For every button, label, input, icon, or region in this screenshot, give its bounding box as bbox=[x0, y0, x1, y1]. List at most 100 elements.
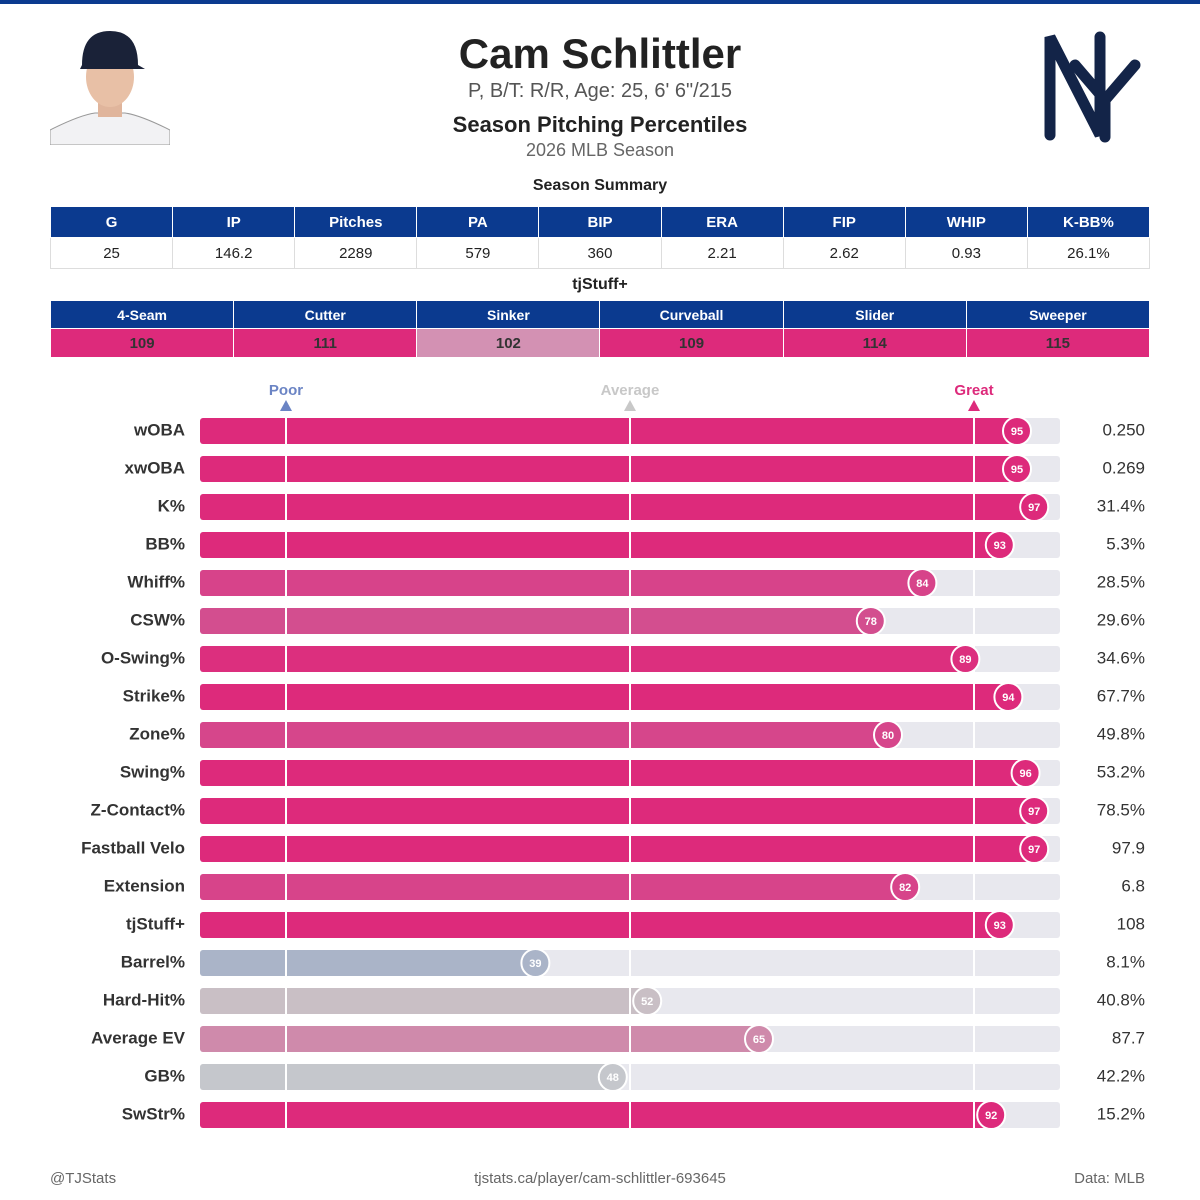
tick-marker bbox=[280, 400, 292, 411]
data-label: 95 bbox=[1011, 426, 1023, 438]
stat-value: 5.3% bbox=[1106, 534, 1145, 553]
x-tick-label: Average bbox=[601, 382, 660, 399]
category-label: K% bbox=[158, 496, 185, 515]
column-header: FIP bbox=[782, 206, 906, 238]
category-label: Zone% bbox=[129, 724, 185, 743]
percentile-marker bbox=[1019, 492, 1050, 522]
footer-left: @TJStats bbox=[50, 1170, 117, 1187]
category-label: CSW% bbox=[130, 610, 185, 629]
bar bbox=[200, 912, 1000, 938]
bar bbox=[200, 950, 536, 976]
percentile-marker bbox=[873, 720, 903, 750]
data-label: 93 bbox=[994, 540, 1006, 552]
data-label: 39 bbox=[529, 958, 541, 970]
bar bbox=[200, 494, 1035, 520]
footer-right: Data: MLB bbox=[1074, 1170, 1145, 1187]
stat-value: 34.6% bbox=[1097, 648, 1145, 667]
data-label: 93 bbox=[994, 920, 1006, 932]
bar bbox=[200, 988, 648, 1014]
stat-value: 42.2% bbox=[1097, 1066, 1145, 1085]
cell: 109 bbox=[599, 328, 784, 358]
percentile-marker bbox=[890, 872, 921, 902]
percentile-marker bbox=[1002, 454, 1032, 484]
cell: 579 bbox=[416, 237, 540, 269]
data-label: 96 bbox=[1019, 768, 1031, 780]
stat-value: 31.4% bbox=[1097, 496, 1145, 515]
data-label: 92 bbox=[985, 1110, 997, 1122]
stat-value: 87.7 bbox=[1112, 1028, 1145, 1047]
category-label: SwStr% bbox=[122, 1104, 185, 1123]
footer-center: tjstats.ca/player/cam-schlittler-693645 bbox=[474, 1170, 726, 1187]
category-label: Whiff% bbox=[127, 572, 185, 591]
stuff-title: tjStuff+ bbox=[572, 276, 628, 293]
percentile-marker bbox=[976, 1100, 1007, 1130]
stat-value: 6.8 bbox=[1121, 876, 1145, 895]
data-label: 94 bbox=[1002, 692, 1015, 704]
bar bbox=[200, 760, 1026, 786]
category-label: tjStuff+ bbox=[126, 914, 185, 933]
cell: 2.21 bbox=[660, 237, 784, 269]
bar bbox=[200, 646, 966, 672]
percentile-marker bbox=[907, 568, 938, 598]
bar bbox=[200, 684, 1009, 710]
category-label: Z-Contact% bbox=[91, 800, 185, 819]
cell: 109 bbox=[49, 328, 235, 358]
percentile-marker bbox=[520, 948, 551, 978]
stat-value: 28.5% bbox=[1097, 572, 1145, 591]
cell: 111 bbox=[233, 328, 418, 358]
data-row: 25 146.2 2289 579 360 2.21 2.62 0.93 26.1% bbox=[49, 237, 1151, 269]
bar bbox=[200, 532, 1000, 558]
data-label: 97 bbox=[1028, 806, 1040, 818]
data-label: 48 bbox=[607, 1072, 619, 1084]
data-label: 82 bbox=[899, 882, 911, 894]
data-label: 78 bbox=[865, 616, 877, 628]
bar bbox=[200, 1064, 613, 1090]
data-label: 52 bbox=[641, 996, 653, 1008]
category-label: Fastball Velo bbox=[81, 838, 185, 857]
data-label: 97 bbox=[1028, 844, 1040, 856]
stat-value: 97.9 bbox=[1112, 838, 1145, 857]
bar bbox=[200, 722, 888, 748]
bar bbox=[200, 836, 1035, 862]
category-label: Hard-Hit% bbox=[103, 990, 185, 1009]
subtitle: 2026 MLB Season bbox=[525, 140, 675, 160]
stat-value: 8.1% bbox=[1106, 952, 1145, 971]
summary-title: Season Summary bbox=[532, 177, 668, 194]
column-header: Sinker bbox=[416, 300, 601, 329]
column-header: Cutter bbox=[233, 300, 418, 329]
cell: 2289 bbox=[294, 237, 418, 269]
percentile-marker bbox=[984, 530, 1015, 560]
bar bbox=[200, 874, 906, 900]
column-header: K-BB% bbox=[1026, 206, 1151, 238]
bar bbox=[200, 456, 1017, 482]
cell: 0.93 bbox=[904, 237, 1028, 269]
category-label: Barrel% bbox=[121, 952, 185, 971]
bar bbox=[200, 1026, 759, 1052]
x-tick-label: Poor bbox=[269, 382, 303, 399]
header-row: G IP Pitches PA BIP ERA FIP WHIP K-BB% bbox=[49, 206, 1151, 238]
x-tick-label: Great bbox=[954, 382, 993, 399]
stat-value: 29.6% bbox=[1097, 610, 1145, 629]
data-label: 65 bbox=[753, 1034, 765, 1046]
category-label: Extension bbox=[104, 876, 185, 895]
category-label: Swing% bbox=[120, 762, 185, 781]
summary-table: G IP Pitches PA BIP ERA FIP WHIP K-BB% 25 146.2 228… bbox=[49, 206, 1151, 269]
data-label: 95 bbox=[1011, 464, 1023, 476]
stat-value: 53.2% bbox=[1097, 762, 1145, 781]
percentile-marker bbox=[1019, 796, 1050, 826]
column-header: Pitches bbox=[294, 206, 418, 238]
player-name: Cam Schlittler bbox=[458, 30, 742, 77]
stat-value: 0.250 bbox=[1102, 420, 1145, 439]
column-header: Curveball bbox=[599, 300, 784, 329]
cell: 146.2 bbox=[172, 237, 296, 269]
stat-value: 40.8% bbox=[1097, 990, 1145, 1009]
cell: 114 bbox=[782, 328, 967, 358]
column-header: 4-Seam bbox=[49, 300, 235, 329]
column-header: ERA bbox=[660, 206, 784, 238]
player-photo bbox=[50, 25, 170, 145]
top-bar bbox=[0, 0, 1200, 4]
bar bbox=[200, 570, 923, 596]
bar bbox=[200, 1102, 992, 1128]
category-label: BB% bbox=[145, 534, 185, 553]
stat-value: 15.2% bbox=[1097, 1104, 1145, 1123]
